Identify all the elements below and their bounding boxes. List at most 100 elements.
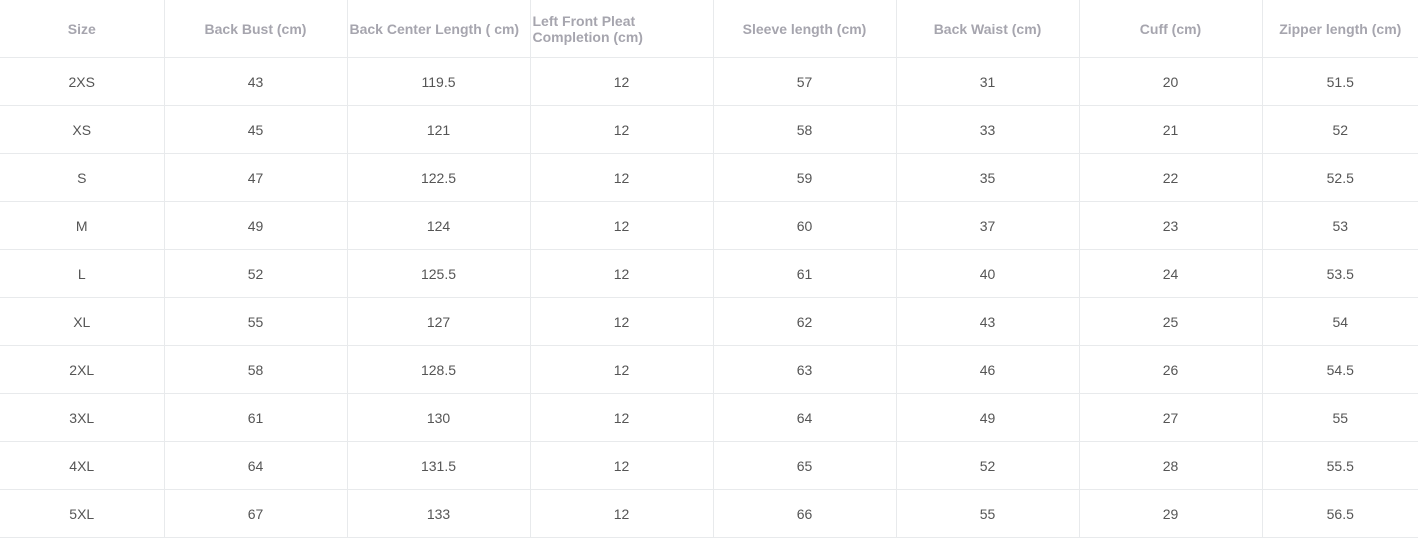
- size-cell: 5XL: [0, 489, 165, 538]
- size-cell: S: [0, 153, 165, 202]
- measurement-cell: 12: [530, 105, 714, 154]
- measurement-cell: 56.5: [1262, 489, 1418, 538]
- column-header: Left Front Pleat Completion (cm): [530, 0, 714, 58]
- measurement-cell: 43: [164, 57, 348, 106]
- measurement-cell: 125.5: [347, 249, 531, 298]
- measurement-cell: 61: [713, 249, 897, 298]
- size-cell: 2XL: [0, 345, 165, 394]
- table-row: 4XL 64 131.5 12 65 52 28 55.5: [0, 441, 1418, 490]
- measurement-cell: 22: [1079, 153, 1263, 202]
- measurement-cell: 122.5: [347, 153, 531, 202]
- measurement-cell: 62: [713, 297, 897, 346]
- table-row: XS 45 121 12 58 33 21 52: [0, 105, 1418, 154]
- table-row: L 52 125.5 12 61 40 24 53.5: [0, 249, 1418, 298]
- measurement-cell: 52: [1262, 105, 1418, 154]
- column-header: Cuff (cm): [1079, 0, 1263, 58]
- size-cell: XS: [0, 105, 165, 154]
- measurement-cell: 52.5: [1262, 153, 1418, 202]
- measurement-cell: 53.5: [1262, 249, 1418, 298]
- column-header: Sleeve length (cm): [713, 0, 897, 58]
- size-cell: 4XL: [0, 441, 165, 490]
- measurement-cell: 58: [164, 345, 348, 394]
- measurement-cell: 131.5: [347, 441, 531, 490]
- measurement-cell: 40: [896, 249, 1080, 298]
- measurement-cell: 124: [347, 201, 531, 250]
- column-header: Back Bust (cm): [164, 0, 348, 58]
- table-row: 5XL 67 133 12 66 55 29 56.5: [0, 489, 1418, 538]
- measurement-cell: 133: [347, 489, 531, 538]
- measurement-cell: 12: [530, 153, 714, 202]
- size-cell: M: [0, 201, 165, 250]
- measurement-cell: 60: [713, 201, 897, 250]
- measurement-cell: 45: [164, 105, 348, 154]
- size-cell: L: [0, 249, 165, 298]
- measurement-cell: 55.5: [1262, 441, 1418, 490]
- header-row: Size Back Bust (cm) Back Center Length ( c…: [0, 0, 1418, 58]
- measurement-cell: 33: [896, 105, 1080, 154]
- measurement-cell: 66: [713, 489, 897, 538]
- measurement-cell: 54.5: [1262, 345, 1418, 394]
- measurement-cell: 63: [713, 345, 897, 394]
- measurement-cell: 58: [713, 105, 897, 154]
- measurement-cell: 55: [1262, 393, 1418, 442]
- measurement-cell: 12: [530, 345, 714, 394]
- measurement-cell: 47: [164, 153, 348, 202]
- table-row: 2XS 43 119.5 12 57 31 20 51.5: [0, 57, 1418, 106]
- measurement-cell: 27: [1079, 393, 1263, 442]
- column-header: Back Center Length ( cm): [347, 0, 531, 58]
- table-row: S 47 122.5 12 59 35 22 52.5: [0, 153, 1418, 202]
- measurement-cell: 130: [347, 393, 531, 442]
- table-row: XL 55 127 12 62 43 25 54: [0, 297, 1418, 346]
- measurement-cell: 49: [164, 201, 348, 250]
- measurement-cell: 64: [713, 393, 897, 442]
- measurement-cell: 25: [1079, 297, 1263, 346]
- measurement-cell: 12: [530, 393, 714, 442]
- table-row: 3XL 61 130 12 64 49 27 55: [0, 393, 1418, 442]
- measurement-cell: 52: [164, 249, 348, 298]
- size-cell: 2XS: [0, 57, 165, 106]
- measurement-cell: 59: [713, 153, 897, 202]
- column-header: Back Waist (cm): [896, 0, 1080, 58]
- measurement-cell: 61: [164, 393, 348, 442]
- measurement-cell: 43: [896, 297, 1080, 346]
- measurement-cell: 12: [530, 297, 714, 346]
- table-row: M 49 124 12 60 37 23 53: [0, 201, 1418, 250]
- measurement-cell: 54: [1262, 297, 1418, 346]
- measurement-cell: 20: [1079, 57, 1263, 106]
- measurement-cell: 12: [530, 57, 714, 106]
- measurement-cell: 65: [713, 441, 897, 490]
- measurement-cell: 49: [896, 393, 1080, 442]
- measurement-cell: 57: [713, 57, 897, 106]
- measurement-cell: 128.5: [347, 345, 531, 394]
- measurement-cell: 37: [896, 201, 1080, 250]
- measurement-cell: 12: [530, 489, 714, 538]
- measurement-cell: 31: [896, 57, 1080, 106]
- measurement-cell: 53: [1262, 201, 1418, 250]
- measurement-cell: 52: [896, 441, 1080, 490]
- measurement-cell: 28: [1079, 441, 1263, 490]
- table-row: 2XL 58 128.5 12 63 46 26 54.5: [0, 345, 1418, 394]
- measurement-cell: 12: [530, 249, 714, 298]
- measurement-cell: 23: [1079, 201, 1263, 250]
- measurement-cell: 64: [164, 441, 348, 490]
- measurement-cell: 35: [896, 153, 1080, 202]
- measurement-cell: 119.5: [347, 57, 531, 106]
- measurement-cell: 121: [347, 105, 531, 154]
- measurement-cell: 51.5: [1262, 57, 1418, 106]
- measurement-cell: 24: [1079, 249, 1263, 298]
- size-cell: 3XL: [0, 393, 165, 442]
- measurement-cell: 21: [1079, 105, 1263, 154]
- measurement-cell: 46: [896, 345, 1080, 394]
- measurement-cell: 12: [530, 201, 714, 250]
- measurement-cell: 26: [1079, 345, 1263, 394]
- measurement-cell: 55: [896, 489, 1080, 538]
- measurement-cell: 55: [164, 297, 348, 346]
- size-cell: XL: [0, 297, 165, 346]
- measurement-cell: 67: [164, 489, 348, 538]
- measurement-cell: 127: [347, 297, 531, 346]
- measurement-cell: 12: [530, 441, 714, 490]
- measurement-cell: 29: [1079, 489, 1263, 538]
- column-header: Size: [0, 0, 165, 58]
- column-header: Zipper length (cm): [1262, 0, 1418, 58]
